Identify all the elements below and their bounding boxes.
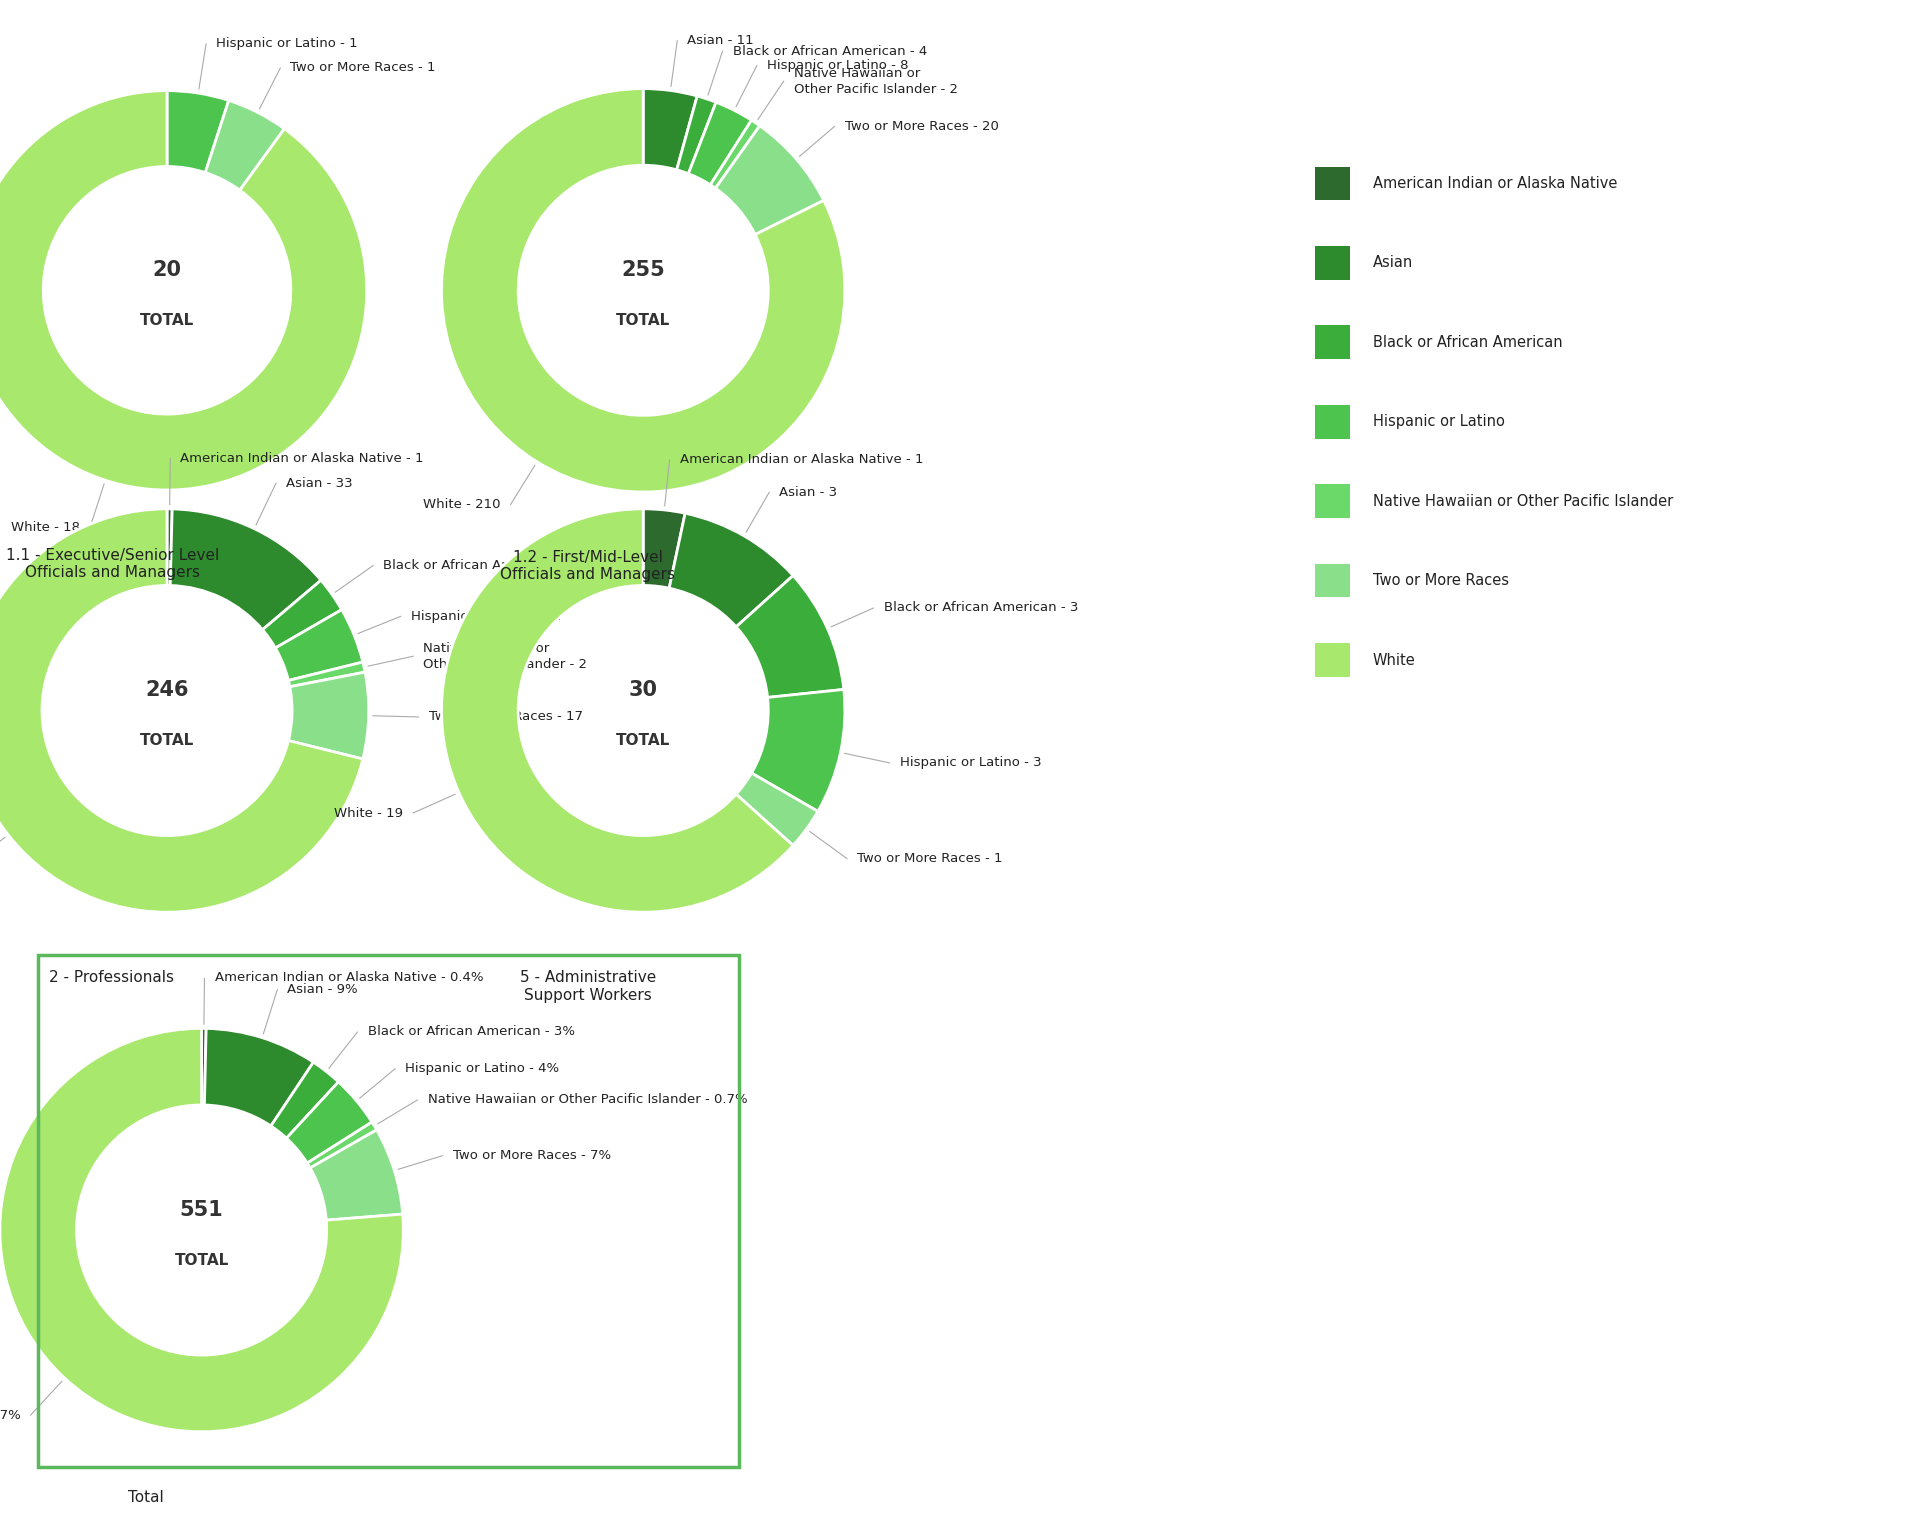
Wedge shape [271,1062,338,1138]
Text: Asian - 33: Asian - 33 [286,477,353,489]
Text: White: White [1373,652,1415,668]
Wedge shape [710,121,760,188]
Text: Asian: Asian [1373,255,1413,270]
Wedge shape [288,672,369,759]
Text: TOTAL: TOTAL [616,313,670,329]
Wedge shape [288,662,365,686]
Wedge shape [0,1028,403,1432]
Text: 1.2 - First/Mid-Level
Officials and Managers: 1.2 - First/Mid-Level Officials and Mana… [501,550,676,582]
Text: Black or African American - 4: Black or African American - 4 [733,44,927,58]
Wedge shape [311,1129,403,1221]
Text: Two or More Races - 1: Two or More Races - 1 [290,61,436,75]
Text: Black or African American - 7: Black or African American - 7 [384,559,578,571]
Text: TOTAL: TOTAL [140,313,194,329]
Wedge shape [442,509,793,912]
Text: Native Hawaiian or
Other Pacific Islander - 2: Native Hawaiian or Other Pacific Islande… [422,642,588,671]
Text: TOTAL: TOTAL [140,733,194,749]
Wedge shape [735,576,843,697]
Wedge shape [167,509,173,585]
Text: Native Hawaiian or Other Pacific Islander: Native Hawaiian or Other Pacific Islande… [1373,494,1672,509]
Text: TOTAL: TOTAL [616,733,670,749]
Text: 246: 246 [146,680,188,700]
Text: Black or African American - 3%: Black or African American - 3% [367,1025,574,1039]
Text: Black or African American: Black or African American [1373,335,1563,350]
Wedge shape [735,773,818,845]
Text: White - 19: White - 19 [334,807,403,819]
Wedge shape [643,89,697,170]
Text: Asian - 11: Asian - 11 [687,34,755,47]
Wedge shape [202,1028,205,1105]
Text: Two or More Races - 17: Two or More Races - 17 [430,711,584,723]
Wedge shape [751,689,845,811]
Wedge shape [171,509,321,630]
Text: Two or More Races: Two or More Races [1373,573,1509,588]
Text: Hispanic or Latino - 1: Hispanic or Latino - 1 [217,37,357,50]
Text: Hispanic or Latino - 11: Hispanic or Latino - 11 [411,610,561,623]
Wedge shape [442,89,845,492]
Text: White - 210: White - 210 [422,498,501,512]
Text: Hispanic or Latino - 8: Hispanic or Latino - 8 [768,58,908,72]
Wedge shape [275,610,363,680]
Wedge shape [307,1122,376,1167]
Text: Hispanic or Latino - 4%: Hispanic or Latino - 4% [405,1062,559,1076]
Wedge shape [643,509,685,588]
Wedge shape [670,513,793,626]
Wedge shape [716,125,824,235]
Text: White - 18: White - 18 [12,521,81,535]
Text: 2 - Professionals: 2 - Professionals [50,970,175,986]
Text: White - 77%: White - 77% [0,1409,21,1421]
Wedge shape [263,581,342,648]
Wedge shape [0,509,363,912]
Text: Asian - 3: Asian - 3 [780,486,837,498]
Text: Hispanic or Latino - 3: Hispanic or Latino - 3 [900,756,1041,770]
Text: Total: Total [129,1490,163,1505]
Wedge shape [689,102,751,185]
Text: American Indian or Alaska Native: American Indian or Alaska Native [1373,176,1617,191]
Text: American Indian or Alaska Native - 1: American Indian or Alaska Native - 1 [680,454,924,466]
Text: 30: 30 [628,680,659,700]
Text: American Indian or Alaska Native - 0.4%: American Indian or Alaska Native - 0.4% [215,972,484,984]
Text: 1.1 - Executive/Senior Level
Officials and Managers: 1.1 - Executive/Senior Level Officials a… [6,547,219,581]
Text: 255: 255 [622,260,664,280]
Wedge shape [676,96,716,174]
Text: TOTAL: TOTAL [175,1253,228,1268]
Text: Native Hawaiian or
Other Pacific Islander - 2: Native Hawaiian or Other Pacific Islande… [793,67,958,96]
Text: Black or African American - 3: Black or African American - 3 [883,602,1077,614]
Wedge shape [286,1082,372,1163]
Text: Asian - 9%: Asian - 9% [288,983,357,996]
Wedge shape [0,90,367,490]
Wedge shape [204,1028,313,1126]
Wedge shape [205,101,284,189]
Text: 551: 551 [180,1199,223,1219]
Text: Native Hawaiian or Other Pacific Islander - 0.7%: Native Hawaiian or Other Pacific Islande… [428,1094,747,1106]
Text: Two or More Races - 1: Two or More Races - 1 [856,853,1002,865]
Text: Hispanic or Latino: Hispanic or Latino [1373,414,1505,429]
Wedge shape [167,90,228,173]
Text: 5 - Administrative
Support Workers: 5 - Administrative Support Workers [520,970,657,1002]
Text: Two or More Races - 20: Two or More Races - 20 [845,119,998,133]
Text: 20: 20 [152,260,182,280]
Text: Two or More Races - 7%: Two or More Races - 7% [453,1149,611,1163]
Text: American Indian or Alaska Native - 1: American Indian or Alaska Native - 1 [180,452,424,465]
